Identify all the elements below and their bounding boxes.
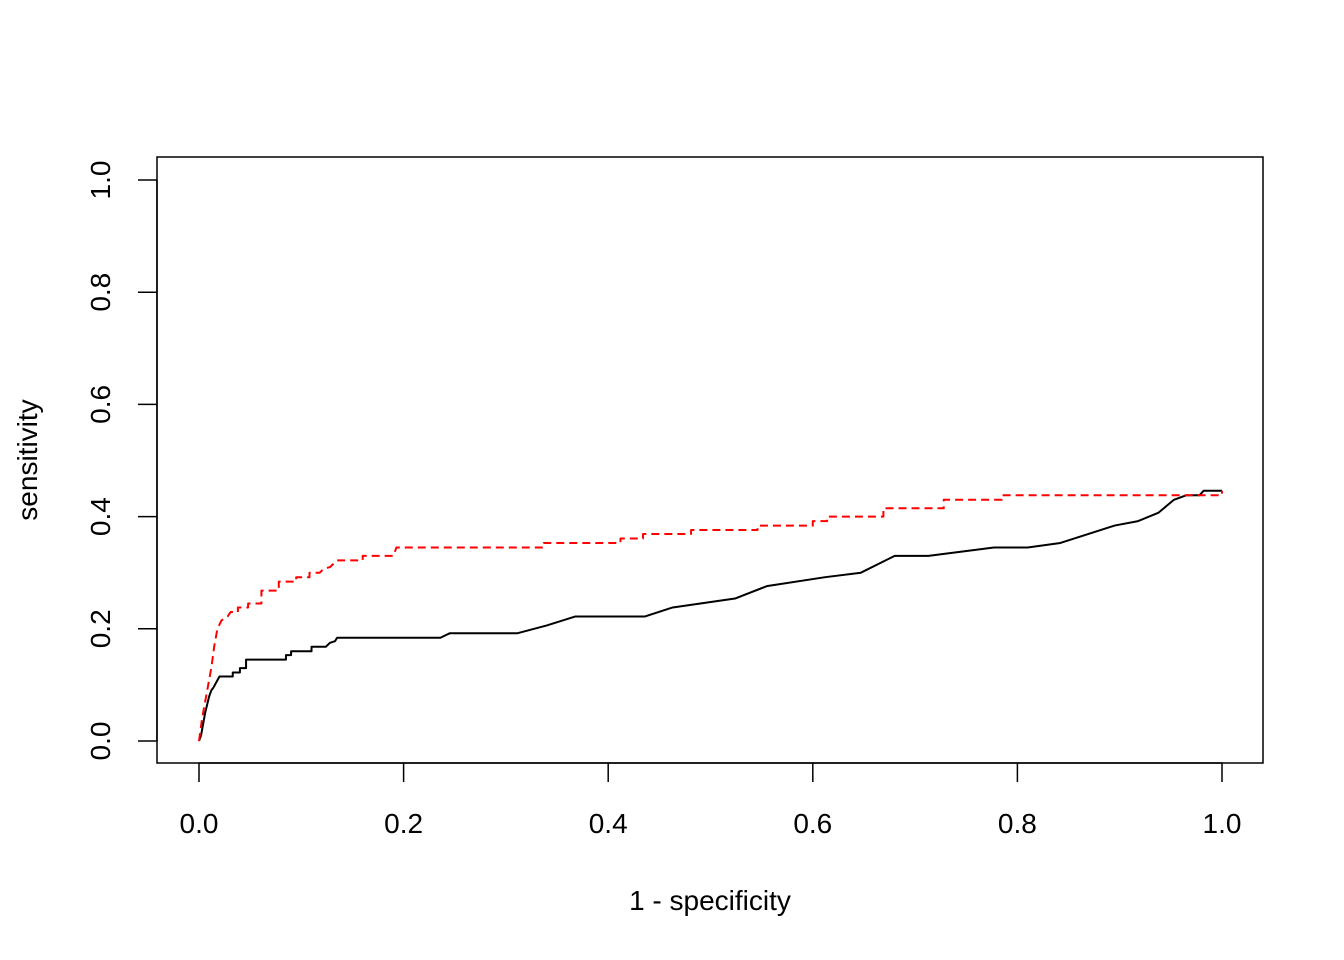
y-tick-label: 0.2 <box>85 609 116 648</box>
x-tick-label: 0.0 <box>180 808 219 839</box>
x-tick-label: 0.8 <box>998 808 1037 839</box>
x-tick-label: 0.4 <box>589 808 628 839</box>
x-tick-label: 0.6 <box>793 808 832 839</box>
x-axis: 0.0 0.2 0.4 0.6 0.8 1.0 <box>180 762 1242 839</box>
y-tick-label: 0.4 <box>85 497 116 536</box>
series-layer <box>198 489 1223 742</box>
y-tick-label: 0.8 <box>85 273 116 312</box>
y-axis: 0.0 0.2 0.4 0.6 0.8 1.0 <box>85 161 158 761</box>
y-tick-label: 0.6 <box>85 385 116 424</box>
y-tick-label: 1.0 <box>85 161 116 200</box>
y-tick-label: 0.0 <box>85 722 116 761</box>
dashed-roc-line <box>198 490 1223 742</box>
plot-frame <box>156 156 1264 764</box>
x-axis-label: 1 - specificity <box>629 885 791 916</box>
x-tick-label: 1.0 <box>1203 808 1242 839</box>
x-tick-label: 0.2 <box>384 808 423 839</box>
y-axis-label: sensitivity <box>12 399 43 520</box>
solid-roc-line <box>198 489 1222 742</box>
